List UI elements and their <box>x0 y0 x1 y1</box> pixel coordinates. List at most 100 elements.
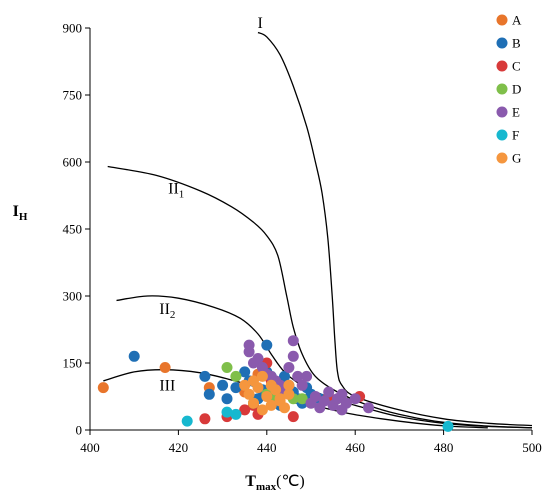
point-C <box>239 404 251 416</box>
legend-marker-D <box>496 83 508 95</box>
y-tick-label: 750 <box>63 88 83 103</box>
x-tick-label: 500 <box>522 440 542 455</box>
point-B <box>203 388 215 400</box>
point-F <box>181 415 193 427</box>
curve-I <box>257 31 533 427</box>
curve-label-main: II <box>159 301 170 318</box>
point-E <box>318 395 330 407</box>
x-tick-label: 460 <box>345 440 365 455</box>
point-C <box>287 411 299 423</box>
legend-marker-A <box>496 14 508 26</box>
point-E <box>301 370 313 382</box>
point-E <box>349 393 361 405</box>
point-E <box>287 335 299 347</box>
y-axis-title-sub: H <box>19 211 28 223</box>
legend-label-A: A <box>512 13 522 28</box>
curve-label-sub: 1 <box>179 188 185 200</box>
point-G <box>265 399 277 411</box>
point-G <box>248 375 259 387</box>
y-axis-title-main: I <box>13 203 19 220</box>
curve-label-main: I <box>258 15 263 32</box>
x-tick-label: 440 <box>257 440 277 455</box>
point-E <box>296 379 308 391</box>
point-E <box>323 386 335 398</box>
x-axis-title-main: T <box>245 473 256 490</box>
y-tick-label: 300 <box>63 289 83 304</box>
point-B <box>230 382 242 394</box>
point-B <box>239 366 251 378</box>
point-C <box>199 413 211 425</box>
point-D <box>221 362 233 373</box>
data-points <box>97 335 454 432</box>
point-B <box>128 350 140 362</box>
point-G <box>256 404 268 416</box>
point-B <box>217 379 229 391</box>
point-G <box>256 370 268 382</box>
point-E <box>283 362 295 373</box>
y-tick-label: 450 <box>63 222 83 237</box>
axes: 0 150 300 450 600 750 900 400 420 440 460 480 500 Tma… <box>13 21 542 494</box>
legend-label-B: B <box>512 36 521 51</box>
legend-marker-F <box>496 129 508 141</box>
x-axis-title: Tmax(℃) <box>245 473 304 493</box>
x-tick-label: 400 <box>80 440 100 455</box>
point-F <box>442 420 454 432</box>
point-G <box>283 379 295 391</box>
curve-label-sub: 2 <box>170 309 176 321</box>
legend-marker-G <box>496 152 508 164</box>
x-tick-label: 420 <box>169 440 189 455</box>
point-A <box>97 382 109 394</box>
y-axis-title: IH <box>13 203 28 223</box>
point-G <box>274 393 286 405</box>
point-G <box>283 388 295 400</box>
point-G <box>261 391 273 402</box>
x-axis-title-unit: (℃) <box>276 473 305 490</box>
point-D <box>296 393 308 405</box>
point-E <box>243 346 255 358</box>
point-E <box>309 391 321 402</box>
point-E <box>292 370 304 382</box>
legend-label-F: F <box>512 128 519 143</box>
legend-label-E: E <box>512 105 520 120</box>
point-G <box>248 397 259 409</box>
y-tick-label: 600 <box>63 155 83 170</box>
curve-label-main: II <box>168 180 179 197</box>
curve-label-III: III <box>159 378 175 395</box>
point-E <box>336 388 348 400</box>
point-E <box>287 350 299 362</box>
y-tick-label: 150 <box>63 356 83 371</box>
point-B <box>261 339 273 351</box>
point-G <box>243 388 255 400</box>
point-G <box>265 379 277 391</box>
legend-label-D: D <box>512 82 521 97</box>
point-B <box>199 370 211 382</box>
y-tick-label: 900 <box>63 21 83 36</box>
point-F <box>230 408 242 420</box>
y-tick-label: 0 <box>76 423 83 438</box>
point-E <box>340 397 352 409</box>
point-E <box>252 353 264 364</box>
point-B <box>221 393 233 405</box>
point-A <box>159 362 171 373</box>
curve-label-I: I <box>258 15 263 32</box>
x-axis-title-sub: max <box>256 481 277 493</box>
point-E <box>363 402 374 414</box>
point-G <box>239 379 251 391</box>
legend-label-C: C <box>512 59 521 74</box>
curve-label-II2: II2 <box>159 301 175 321</box>
point-B <box>279 370 290 382</box>
point-D <box>230 370 242 382</box>
legend-marker-C <box>496 60 508 72</box>
point-F <box>221 406 233 418</box>
curve-II1 <box>107 165 533 429</box>
legend-marker-B <box>496 37 508 49</box>
legend-label-G: G <box>512 151 521 166</box>
curve-label-II1: II1 <box>168 180 184 200</box>
curve-label-main: III <box>159 378 175 395</box>
x-tick-label: 480 <box>434 440 454 455</box>
point-G <box>279 402 290 414</box>
legend-marker-E <box>496 106 508 118</box>
